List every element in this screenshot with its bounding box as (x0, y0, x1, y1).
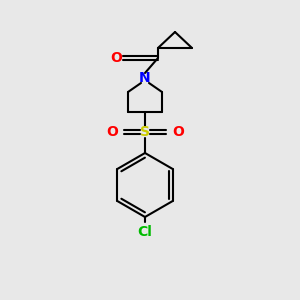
Text: Cl: Cl (138, 225, 152, 239)
Text: O: O (110, 51, 122, 65)
Text: N: N (139, 71, 151, 85)
Text: O: O (172, 125, 184, 139)
Text: O: O (106, 125, 118, 139)
Text: S: S (140, 125, 150, 139)
